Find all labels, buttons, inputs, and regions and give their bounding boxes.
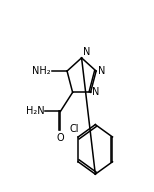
Text: NH₂: NH₂ — [32, 66, 51, 76]
Text: N: N — [98, 66, 105, 76]
Text: O: O — [57, 133, 64, 143]
Text: N: N — [83, 47, 90, 57]
Text: H₂N: H₂N — [26, 106, 44, 116]
Text: Cl: Cl — [70, 123, 79, 134]
Text: N: N — [92, 87, 99, 97]
